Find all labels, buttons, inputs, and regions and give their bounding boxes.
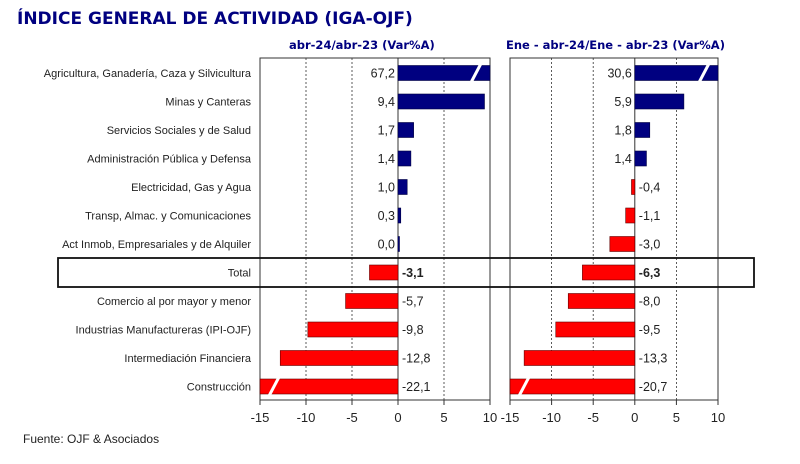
category-label: Minas y Canteras — [165, 97, 251, 109]
category-label: Total — [228, 268, 251, 280]
bar — [555, 321, 636, 338]
category-label: Act Inmob, Empresariales y de Alquiler — [62, 239, 251, 251]
bar — [631, 179, 636, 195]
data-label: 5,9 — [614, 95, 631, 109]
bar — [397, 236, 400, 252]
data-label: -1,1 — [639, 209, 661, 223]
bar — [279, 350, 399, 366]
bar — [259, 378, 399, 395]
data-label: -8,0 — [639, 295, 661, 309]
axis-break-mark — [697, 62, 711, 84]
category-label: Comercio al por mayor y menor — [97, 296, 251, 308]
total-highlight-box — [57, 257, 755, 288]
category-label: Construcción — [187, 382, 251, 394]
x-tick-label: -5 — [346, 410, 358, 425]
data-label: 1,0 — [378, 181, 395, 195]
bar — [634, 150, 647, 167]
x-tick-label: -5 — [587, 410, 599, 425]
x-tick-label: 5 — [673, 410, 680, 425]
bar — [397, 65, 491, 81]
bar — [609, 236, 636, 252]
source-note: Fuente: OJF & Asociados — [23, 432, 160, 446]
x-tick-label: 10 — [711, 410, 725, 425]
bar — [634, 93, 685, 110]
x-tick-label: 10 — [483, 410, 497, 425]
category-label: Electricidad, Gas y Agua — [131, 182, 252, 194]
x-tick-label: -15 — [501, 410, 520, 425]
bar — [582, 264, 636, 281]
category-label: Agricultura, Ganadería, Caza y Silvicult… — [44, 68, 252, 80]
bar — [397, 122, 414, 138]
data-label: -22,1 — [402, 380, 431, 394]
panel-2-subtitle: Ene - abr-24/Ene - abr-23 (Var%A) — [506, 38, 725, 52]
data-label: -5,7 — [402, 295, 424, 309]
data-label: 30,6 — [607, 67, 631, 81]
category-label: Administración Pública y Defensa — [87, 154, 252, 166]
bar — [397, 207, 402, 224]
data-label: -6,3 — [639, 266, 661, 280]
panel-1-subtitle: abr-24/abr-23 (Var%A) — [289, 38, 435, 52]
data-label: 1,4 — [614, 152, 631, 166]
data-label: 1,8 — [614, 124, 631, 138]
chart-title: ÍNDICE GENERAL DE ACTIVIDAD (IGA-OJF) — [17, 9, 413, 29]
axis-break-mark — [267, 376, 281, 397]
data-label: -0,4 — [639, 181, 661, 195]
data-label: -9,8 — [402, 323, 424, 337]
data-label: -9,5 — [639, 323, 661, 337]
plot-frame — [259, 57, 491, 401]
data-label: -3,0 — [639, 238, 661, 252]
x-tick-label: -15 — [251, 410, 270, 425]
bar — [523, 350, 636, 366]
bar — [634, 122, 651, 138]
data-label: 1,4 — [378, 152, 395, 166]
data-label: 9,4 — [378, 95, 395, 109]
category-label: Intermediación Financiera — [124, 353, 251, 365]
plot-frame — [509, 57, 719, 401]
bar — [397, 93, 485, 110]
bar — [397, 179, 408, 195]
bar — [625, 207, 636, 224]
data-label: -3,1 — [402, 266, 424, 280]
x-tick-label: -10 — [542, 410, 561, 425]
data-label: -20,7 — [639, 380, 668, 394]
data-label: 1,7 — [378, 124, 395, 138]
bar — [634, 65, 719, 81]
x-tick-label: 0 — [394, 410, 401, 425]
bar — [567, 293, 636, 309]
x-tick-label: 5 — [440, 410, 447, 425]
bar — [369, 264, 399, 281]
axis-break-mark — [517, 376, 531, 397]
category-label: Industrias Manufactureras (IPI-OJF) — [76, 325, 251, 337]
data-label: 0,3 — [378, 209, 395, 223]
axis-break-mark — [469, 62, 483, 84]
bar — [509, 378, 636, 395]
category-label: Servicios Sociales y de Salud — [107, 125, 251, 137]
category-label: Transp, Almac. y Comunicaciones — [85, 211, 251, 223]
data-label: 0,0 — [378, 238, 395, 252]
x-tick-label: 0 — [631, 410, 638, 425]
bar — [307, 321, 399, 338]
data-label: -12,8 — [402, 352, 431, 366]
bar — [345, 293, 399, 309]
bar — [397, 150, 412, 167]
x-tick-label: -10 — [297, 410, 316, 425]
data-label: -13,3 — [639, 352, 668, 366]
data-label: 67,2 — [371, 67, 395, 81]
